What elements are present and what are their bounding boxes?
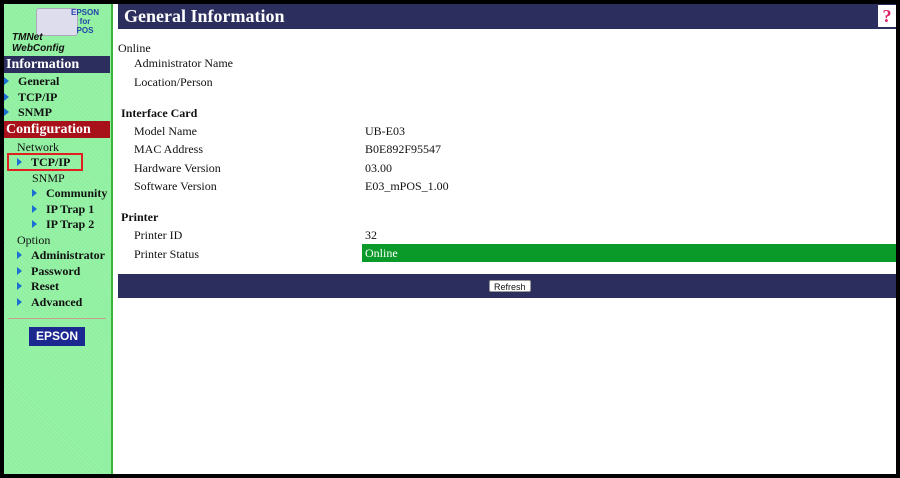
title-bar: General Information ? — [118, 4, 896, 29]
logo-brand: EPSON — [70, 8, 99, 17]
mac-address-label: MAC Address — [134, 142, 204, 156]
label: TCP/IP — [18, 90, 58, 104]
software-version-value: E03_mPOS_1.00 — [365, 179, 449, 193]
sidebar-item-community[interactable]: Community — [32, 186, 107, 200]
mac-address-value: B0E892F95547 — [365, 142, 442, 156]
sidebar-item-ip-trap-1[interactable]: IP Trap 1 — [32, 202, 94, 216]
epson-logo[interactable]: EPSON — [29, 327, 85, 346]
hardware-version-value: 03.00 — [365, 161, 392, 175]
administrator-name-label: Administrator Name — [134, 56, 233, 70]
label: Administrator — [31, 248, 105, 262]
printer-status-label: Printer Status — [134, 247, 199, 261]
interface-card-heading: Interface Card — [121, 106, 198, 120]
label: Password — [31, 264, 81, 278]
section-information: Information — [4, 56, 110, 73]
arrow-icon — [17, 251, 22, 259]
logo-line1: TMNet — [12, 32, 43, 43]
logo-line2: WebConfig — [12, 43, 65, 54]
section-configuration: Configuration — [4, 121, 110, 138]
model-name-value: UB-E03 — [365, 124, 405, 138]
group-snmp: SNMP — [32, 171, 65, 185]
arrow-icon — [17, 298, 22, 306]
sidebar-item-info-snmp[interactable]: SNMP — [4, 105, 52, 119]
arrow-icon — [17, 158, 22, 166]
logo-for: for — [79, 17, 91, 26]
sidebar-divider — [8, 318, 106, 319]
arrow-icon — [17, 267, 22, 275]
label: SNMP — [18, 105, 52, 119]
arrow-icon — [17, 282, 22, 290]
label: IP Trap 1 — [46, 202, 95, 216]
printer-id-label: Printer ID — [134, 228, 183, 242]
sidebar-item-advanced[interactable]: Advanced — [17, 295, 82, 309]
online-heading: Online — [118, 41, 151, 55]
label: Community — [46, 186, 108, 200]
logo-pos: POS — [76, 26, 94, 35]
arrow-icon — [4, 77, 9, 85]
logo-product: TMNet WebConfig — [12, 32, 65, 54]
sidebar-item-reset[interactable]: Reset — [17, 279, 59, 293]
main-content: General Information ? Online Administrat… — [113, 4, 896, 474]
printer-id-value: 32 — [365, 228, 377, 242]
sidebar: EPSON for POS TMNet WebConfig Information G… — [4, 4, 113, 474]
question-mark-icon[interactable]: ? — [878, 5, 896, 27]
label: TCP/IP — [31, 155, 71, 169]
action-bar: Refresh — [118, 274, 896, 298]
printer-status-value: Online — [362, 244, 896, 262]
label: IP Trap 2 — [46, 217, 95, 231]
software-version-label: Software Version — [134, 179, 217, 193]
group-option: Option — [17, 233, 51, 247]
browser-frame: EPSON for POS TMNet WebConfig Information G… — [4, 4, 896, 474]
group-network: Network — [17, 140, 59, 154]
printer-heading: Printer — [121, 210, 159, 224]
logo-epson-for-pos: EPSON for POS — [70, 8, 100, 35]
label: General — [18, 74, 60, 88]
label: Reset — [31, 279, 59, 293]
arrow-icon — [4, 93, 9, 101]
model-name-label: Model Name — [134, 124, 197, 138]
selected-item-highlight — [7, 153, 83, 171]
printer-image — [36, 8, 78, 36]
sidebar-item-info-tcpip[interactable]: TCP/IP — [4, 90, 57, 104]
sidebar-item-password[interactable]: Password — [17, 264, 80, 278]
refresh-button[interactable]: Refresh — [489, 280, 531, 292]
arrow-icon — [32, 220, 37, 228]
label: Advanced — [31, 295, 83, 309]
sidebar-item-general[interactable]: General — [4, 74, 59, 88]
hardware-version-label: Hardware Version — [134, 161, 221, 175]
tmnet-webconfig-logo: EPSON for POS TMNet WebConfig — [10, 6, 102, 54]
sidebar-item-ip-trap-2[interactable]: IP Trap 2 — [32, 217, 94, 231]
page-title: General Information — [124, 6, 285, 26]
arrow-icon — [32, 189, 37, 197]
sidebar-item-administrator[interactable]: Administrator — [17, 248, 105, 262]
arrow-icon — [32, 205, 37, 213]
sidebar-item-config-tcpip[interactable]: TCP/IP — [17, 155, 70, 169]
arrow-icon — [4, 108, 9, 116]
location-person-label: Location/Person — [134, 75, 213, 89]
